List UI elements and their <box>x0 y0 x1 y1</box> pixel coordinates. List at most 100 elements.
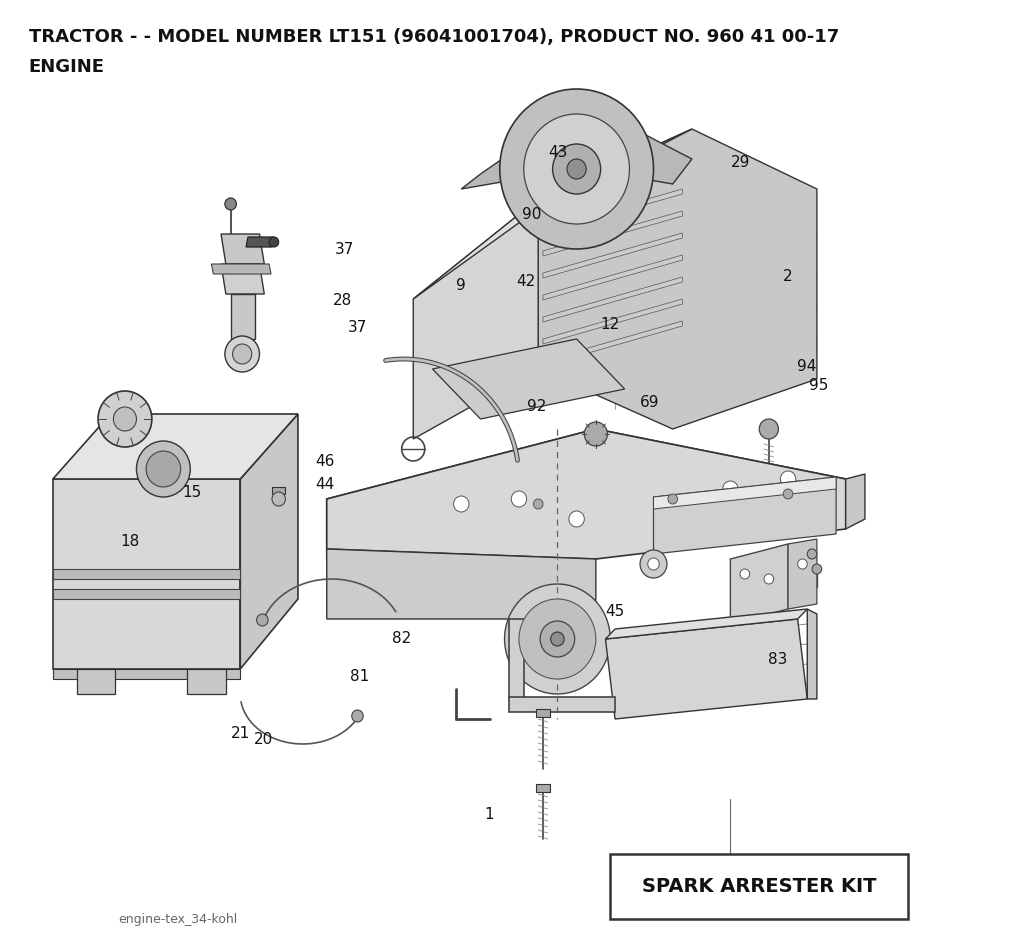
Polygon shape <box>543 278 682 323</box>
Circle shape <box>454 497 469 512</box>
Circle shape <box>505 585 610 694</box>
Text: 69: 69 <box>640 394 659 409</box>
Polygon shape <box>653 478 837 509</box>
Polygon shape <box>730 545 788 625</box>
Text: 81: 81 <box>349 668 369 684</box>
Text: 92: 92 <box>526 399 546 414</box>
Polygon shape <box>653 478 837 554</box>
Circle shape <box>569 511 585 527</box>
Circle shape <box>136 442 190 498</box>
Polygon shape <box>543 322 682 367</box>
Text: 37: 37 <box>335 242 354 257</box>
Circle shape <box>98 391 152 447</box>
Circle shape <box>511 491 526 507</box>
Text: 94: 94 <box>798 359 817 374</box>
Polygon shape <box>543 211 682 257</box>
Text: engine-tex_34-kohl: engine-tex_34-kohl <box>118 913 238 925</box>
Polygon shape <box>432 340 625 420</box>
Polygon shape <box>187 669 226 694</box>
Circle shape <box>807 549 817 560</box>
Circle shape <box>114 407 136 431</box>
Circle shape <box>553 145 601 195</box>
Polygon shape <box>537 784 550 792</box>
Circle shape <box>351 710 364 723</box>
Text: 12: 12 <box>600 316 620 331</box>
Polygon shape <box>272 487 286 494</box>
Circle shape <box>269 238 279 248</box>
Polygon shape <box>788 540 817 609</box>
Text: 43: 43 <box>548 145 567 160</box>
Circle shape <box>225 337 259 372</box>
Polygon shape <box>537 709 550 717</box>
Text: 90: 90 <box>521 207 541 222</box>
Circle shape <box>272 492 286 506</box>
Circle shape <box>783 489 793 500</box>
Polygon shape <box>53 569 241 580</box>
Polygon shape <box>327 549 596 620</box>
Circle shape <box>534 500 543 509</box>
Polygon shape <box>221 265 264 295</box>
Text: 2: 2 <box>782 268 793 284</box>
Polygon shape <box>414 129 692 300</box>
Circle shape <box>668 494 678 505</box>
Polygon shape <box>543 189 682 235</box>
Text: ENGINE: ENGINE <box>29 58 104 76</box>
Polygon shape <box>509 620 523 700</box>
Text: 9: 9 <box>456 278 466 293</box>
Circle shape <box>232 345 252 365</box>
Circle shape <box>740 569 750 580</box>
Circle shape <box>798 560 807 569</box>
Polygon shape <box>230 295 255 340</box>
Polygon shape <box>211 265 271 275</box>
Text: 15: 15 <box>182 485 202 500</box>
Circle shape <box>257 614 268 626</box>
Polygon shape <box>241 414 298 669</box>
Text: 18: 18 <box>120 533 139 548</box>
Text: 45: 45 <box>605 604 625 619</box>
Circle shape <box>723 482 738 498</box>
Circle shape <box>665 502 680 518</box>
Circle shape <box>759 420 778 440</box>
Circle shape <box>540 622 574 657</box>
Text: 46: 46 <box>315 453 335 468</box>
Text: 1: 1 <box>484 806 494 822</box>
Circle shape <box>585 423 607 446</box>
Text: 21: 21 <box>230 725 250 741</box>
Polygon shape <box>327 429 846 560</box>
Text: TRACTOR - - MODEL NUMBER LT151 (96041001704), PRODUCT NO. 960 41 00-17: TRACTOR - - MODEL NUMBER LT151 (96041001… <box>29 28 839 46</box>
Polygon shape <box>53 480 241 669</box>
Text: 20: 20 <box>254 731 273 746</box>
Polygon shape <box>543 256 682 301</box>
Polygon shape <box>53 414 298 480</box>
Polygon shape <box>461 129 692 189</box>
Circle shape <box>640 550 667 579</box>
Text: 44: 44 <box>315 476 335 491</box>
Circle shape <box>551 632 564 646</box>
Circle shape <box>500 89 653 249</box>
Polygon shape <box>77 669 116 694</box>
Text: 28: 28 <box>333 292 352 307</box>
Polygon shape <box>53 669 241 680</box>
Polygon shape <box>605 609 807 640</box>
Polygon shape <box>807 609 817 700</box>
Polygon shape <box>543 300 682 345</box>
Circle shape <box>648 559 659 570</box>
Circle shape <box>225 199 237 210</box>
Polygon shape <box>327 429 846 560</box>
Circle shape <box>523 115 630 225</box>
Circle shape <box>519 600 596 680</box>
Text: 29: 29 <box>731 154 751 169</box>
Polygon shape <box>53 589 241 600</box>
Polygon shape <box>221 235 264 265</box>
Polygon shape <box>543 234 682 279</box>
Circle shape <box>146 451 180 487</box>
Circle shape <box>764 574 774 585</box>
Polygon shape <box>605 620 807 720</box>
Text: 42: 42 <box>516 273 536 288</box>
Polygon shape <box>846 474 865 529</box>
Circle shape <box>812 565 821 574</box>
Polygon shape <box>414 200 539 440</box>
Text: 82: 82 <box>392 630 412 645</box>
Bar <box>610 854 908 919</box>
Polygon shape <box>246 238 273 248</box>
